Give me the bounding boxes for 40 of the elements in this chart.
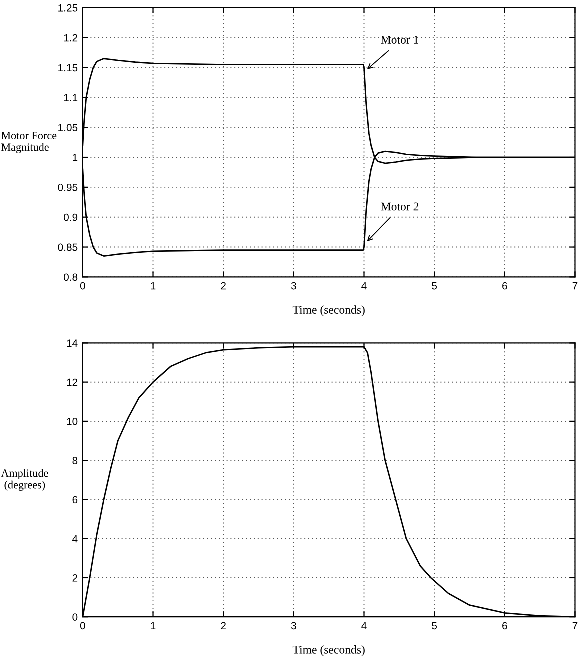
y-tick-label: 0.8: [64, 274, 78, 282]
x-tick-label: 1: [151, 622, 156, 630]
x-tick-label: 3: [291, 622, 296, 630]
x-tick-label: 4: [362, 622, 367, 630]
x-tick-label: 7: [572, 282, 578, 290]
x-tick-label: 1: [151, 282, 156, 290]
x-tick-label: 7: [572, 622, 578, 630]
x-tick-label: 3: [291, 282, 296, 290]
y-tick-label: 0: [72, 614, 78, 621]
x-axis-title: Time (seconds): [292, 306, 365, 316]
y-tick-label: 4: [72, 535, 78, 543]
x-tick-label: 6: [502, 622, 508, 630]
y-tick-label: 8: [72, 457, 78, 464]
x-tick-label: 2: [221, 282, 226, 290]
x-tick-label: 5: [432, 282, 438, 290]
y-tick-label: 1.05: [58, 124, 78, 132]
x-tick-label: 5: [432, 622, 438, 630]
x-tick-label: 6: [502, 282, 508, 290]
series-label: Motor 2: [381, 202, 419, 211]
y-tick-label: 6: [72, 496, 78, 504]
x-axis-title: Time (seconds): [292, 646, 365, 656]
y-tick-label: 1.15: [58, 64, 78, 72]
y-tick-label: 0.85: [58, 244, 78, 252]
y-tick-label: 0.95: [58, 184, 78, 192]
y-tick-label: 1.25: [58, 4, 78, 12]
y-axis-title: Motor Force Magnitude: [1, 132, 57, 154]
y-tick-label: 0.9: [64, 214, 78, 222]
y-tick-label: 12: [67, 378, 78, 386]
y-tick-label: 1: [73, 154, 78, 162]
y-tick-label: 1.2: [64, 34, 78, 42]
y-tick-label: 14: [67, 340, 78, 347]
x-tick-label: 4: [362, 282, 367, 290]
x-tick-label: 2: [221, 622, 226, 630]
y-axis-title: Amplitude (degrees): [1, 469, 48, 492]
y-tick-label: 1.1: [64, 94, 78, 102]
x-tick-label: 0: [80, 622, 86, 630]
y-tick-label: 2: [72, 574, 78, 582]
y-tick-label: 10: [67, 418, 78, 426]
text: Motor 1: [381, 36, 418, 44]
x-tick-label: 0: [80, 282, 86, 290]
